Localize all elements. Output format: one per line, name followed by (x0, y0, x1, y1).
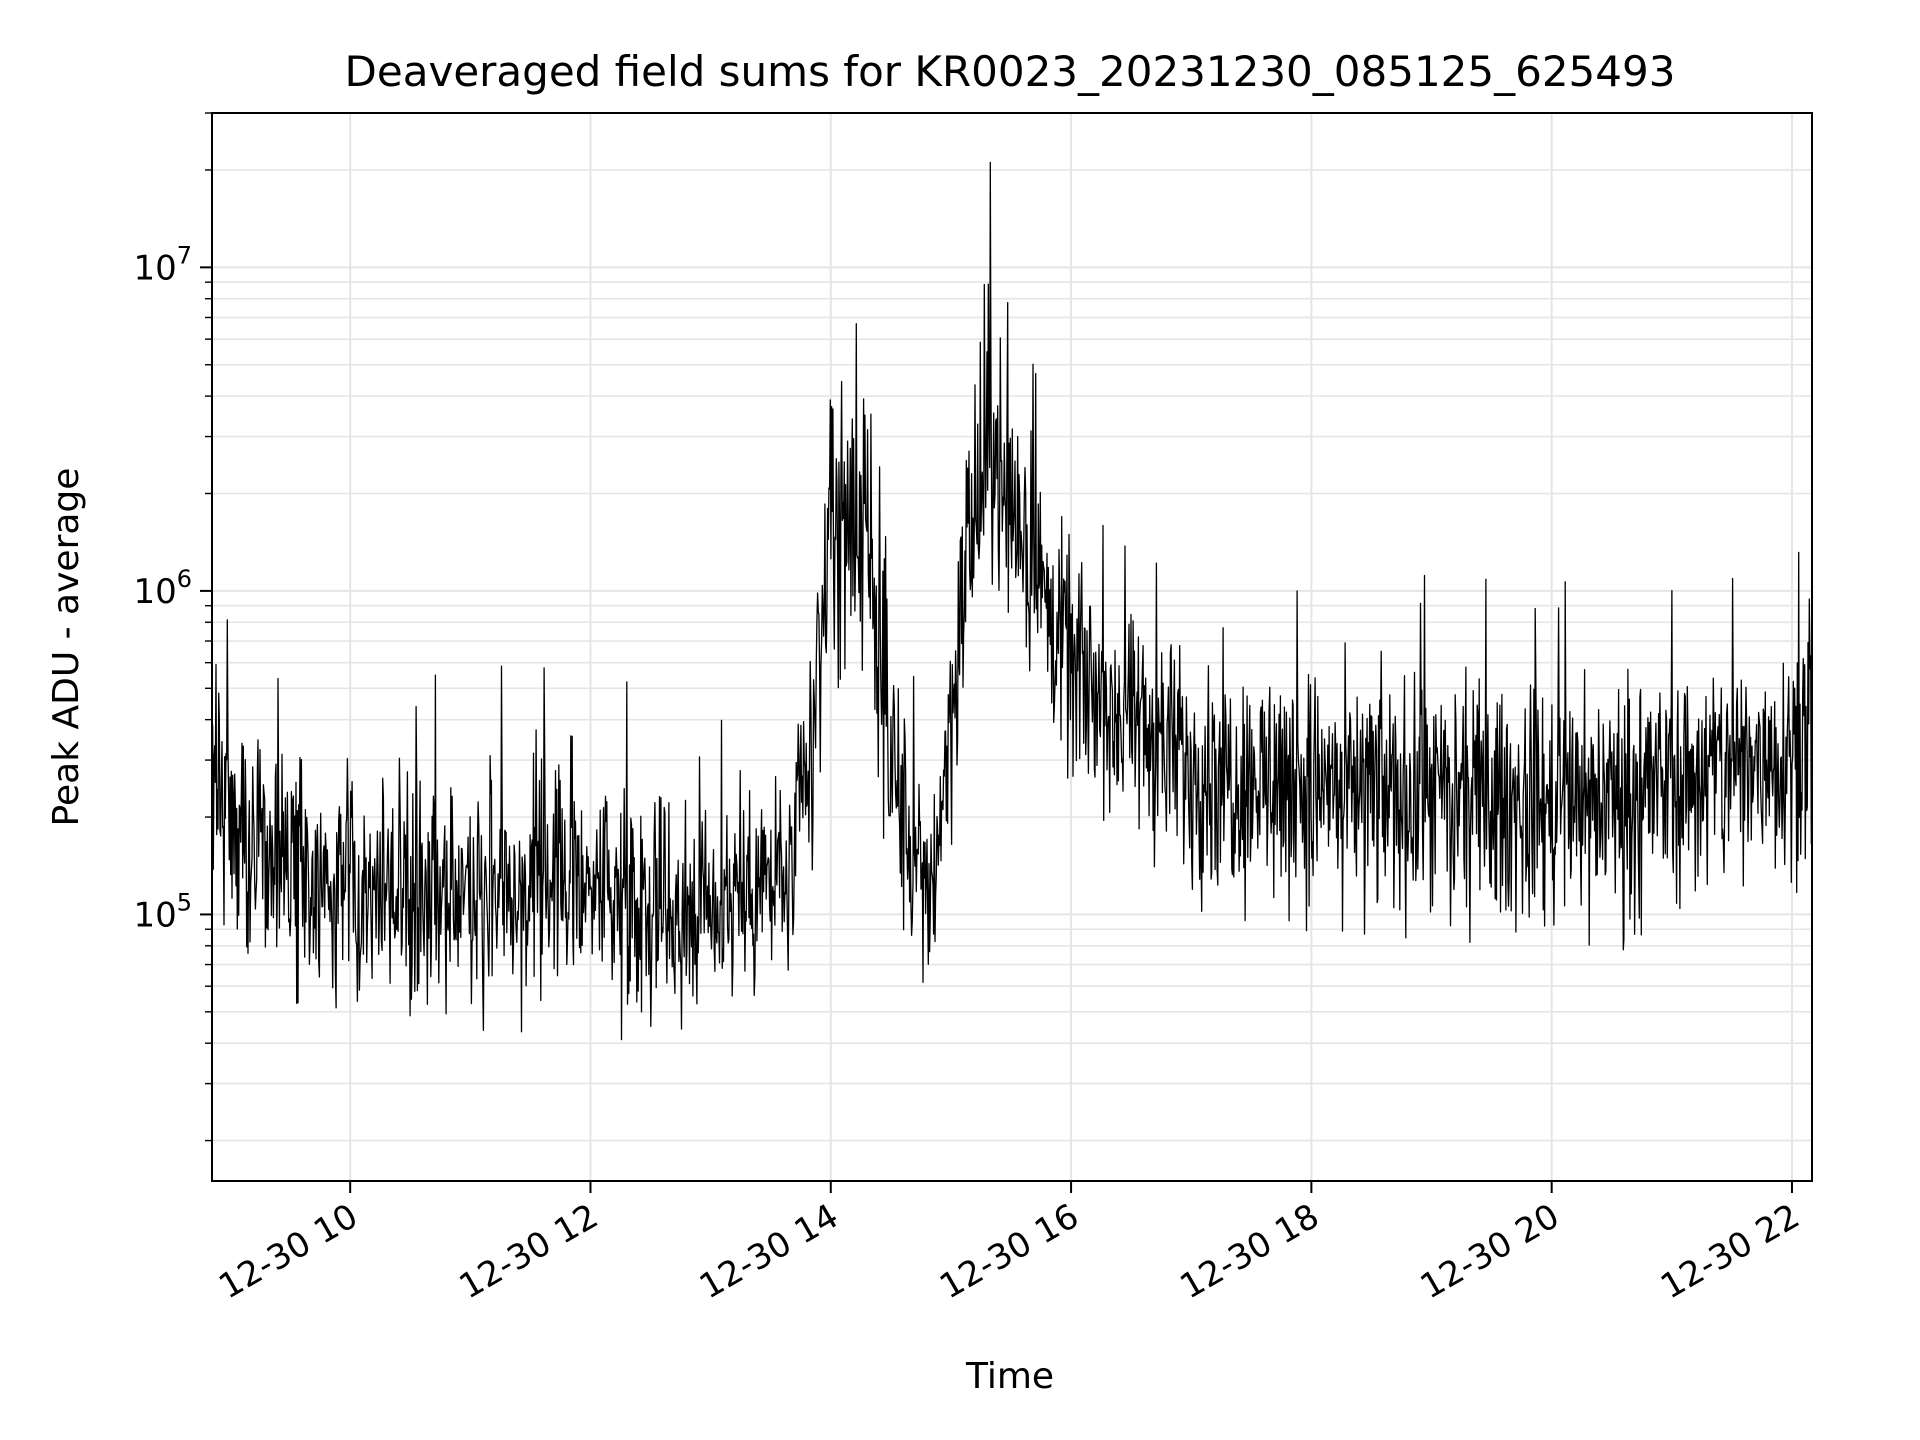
x-tick-label: 12-30 20 (1414, 1196, 1566, 1307)
y-tick-exponent: 7 (177, 241, 192, 269)
x-tick-label: 12-30 18 (1173, 1196, 1325, 1307)
x-tick-label: 12-30 16 (933, 1196, 1085, 1307)
y-tick-label: 105 (133, 888, 192, 935)
y-tick-exponent: 5 (177, 888, 192, 916)
y-tick-exponent: 6 (177, 565, 192, 593)
x-tick-label: 12-30 14 (693, 1196, 845, 1307)
y-tick-base: 10 (133, 895, 176, 935)
data-series (212, 161, 1812, 1041)
x-tick-label: 12-30 12 (453, 1196, 605, 1307)
x-tick-label: 12-30 10 (212, 1196, 364, 1307)
y-tick-base: 10 (133, 572, 176, 612)
x-axis: 12-30 10 12-30 12 12-30 14 12-30 16 12-30 18… (212, 1181, 1806, 1307)
x-tick-label: 12-30 22 (1654, 1196, 1806, 1307)
chart-title: Deaveraged field sums for KR0023_2023123… (345, 47, 1676, 96)
x-axis-label: Time (965, 1356, 1054, 1397)
plot-frame (211, 112, 1813, 1182)
grid (212, 112, 1812, 1181)
y-tick-label: 107 (133, 241, 192, 288)
y-tick-base: 10 (133, 248, 176, 288)
series-line (212, 161, 1812, 1041)
y-tick-label: 106 (133, 565, 192, 612)
y-axis-label: Peak ADU - average (46, 468, 87, 827)
